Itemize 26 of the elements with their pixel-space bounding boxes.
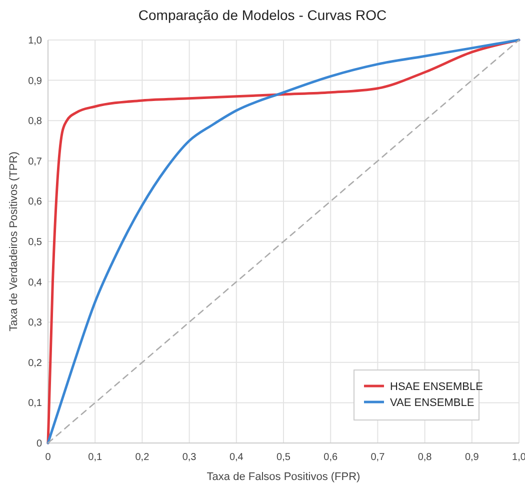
x-tick-label: 0,7 [370,452,386,463]
y-tick-label: 0,6 [28,196,42,208]
y-tick-label: 1,0 [28,36,42,46]
y-tick-label: 0,1 [28,398,42,410]
y-tick-label: 0 [36,438,42,450]
y-axis-title: Taxa de Verdadeiros Positivos (TPR) [8,152,20,332]
x-tick-label: 0,8 [418,452,432,463]
y-tick-label: 0,5 [28,237,42,248]
y-tick-label: 0,7 [28,156,42,168]
x-tick-label: 0,6 [324,452,338,463]
x-tick-label: 0,2 [135,452,150,463]
x-tick-label: 0 [45,452,52,463]
x-tick-label: 0,9 [464,452,480,463]
x-tick-label: 0,1 [88,452,102,463]
x-tick-label: 0,4 [229,452,244,463]
legend-label: VAE ENSEMBLE [390,397,474,409]
x-axis-title: Taxa de Falsos Positivos (FPR) [206,471,360,483]
x-tick-label: 0,3 [182,452,197,463]
y-tick-label: 0,4 [28,277,42,288]
y-tick-label: 0,3 [28,318,42,329]
y-tick-label: 0,8 [28,116,42,128]
legend-label: HSAE ENSEMBLE [390,381,483,393]
y-tick-label: 0,2 [28,358,42,369]
y-tick-label: 0,9 [28,76,42,87]
x-tick-label: 0,5 [276,452,291,463]
chart-title: Comparação de Modelos - Curvas ROC [138,7,387,23]
